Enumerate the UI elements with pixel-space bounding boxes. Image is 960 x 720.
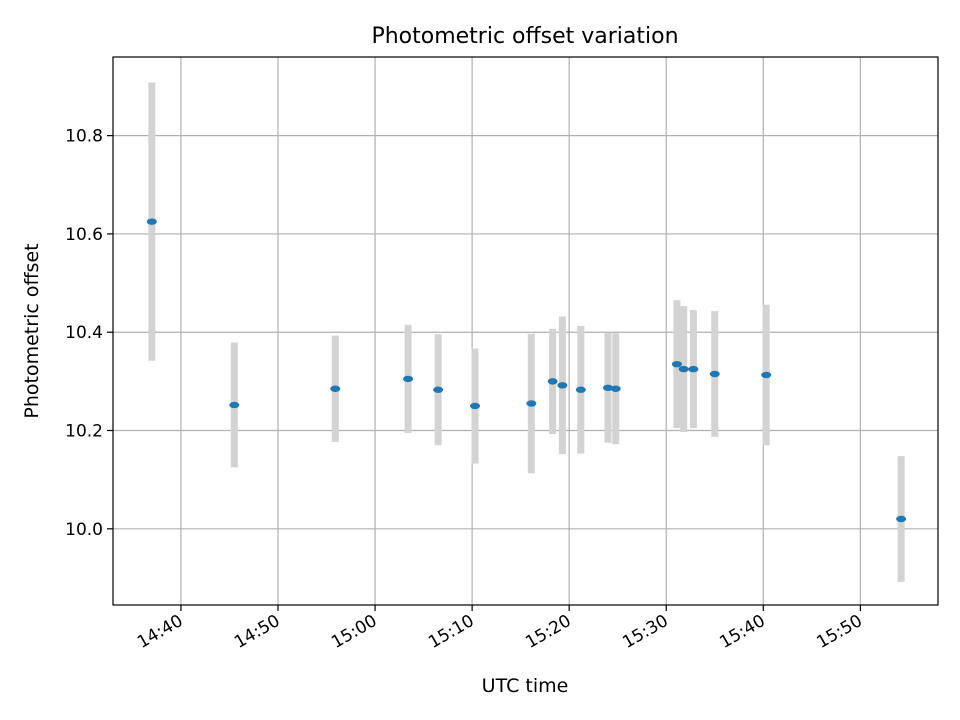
plot-area-frame bbox=[112, 56, 939, 606]
data-point bbox=[671, 360, 682, 368]
data-points bbox=[146, 218, 907, 523]
data-point bbox=[678, 365, 689, 373]
data-point bbox=[575, 386, 586, 393]
data-point bbox=[470, 402, 481, 410]
grid bbox=[113, 57, 938, 605]
data-point bbox=[330, 385, 341, 392]
y-tick-label: 10.8 bbox=[65, 127, 103, 147]
data-point bbox=[603, 384, 613, 391]
data-point bbox=[761, 371, 772, 379]
data-point bbox=[688, 365, 699, 373]
y-axis-label: Photometric offset bbox=[21, 243, 43, 418]
data-point bbox=[557, 382, 568, 389]
data-point bbox=[403, 375, 414, 383]
x-axis-label: UTC time bbox=[482, 675, 569, 697]
data-point bbox=[709, 370, 720, 378]
y-tick-label: 10.6 bbox=[65, 225, 103, 245]
data-point bbox=[433, 386, 444, 393]
data-point bbox=[146, 218, 157, 225]
data-point bbox=[526, 400, 537, 407]
y-axis-ticks: 10.0 10.2 10.4 10.6 10.8 bbox=[65, 127, 113, 540]
data-point bbox=[896, 515, 907, 523]
chart-title: Photometric offset variation bbox=[371, 24, 678, 49]
data-point bbox=[229, 401, 240, 409]
y-tick-label: 10.4 bbox=[65, 323, 103, 343]
y-tick-label: 10.0 bbox=[65, 520, 103, 540]
y-tick-label: 10.2 bbox=[65, 422, 103, 442]
data-point bbox=[547, 378, 558, 385]
data-point bbox=[610, 385, 621, 392]
